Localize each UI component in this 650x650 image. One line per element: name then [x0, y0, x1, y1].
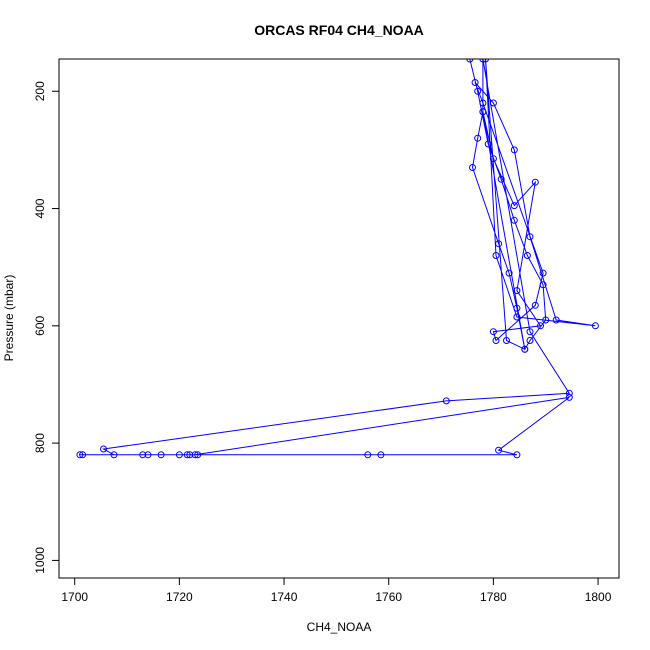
- y-axis-label: Pressure (mbar): [2, 275, 16, 362]
- data-point: [183, 451, 191, 459]
- data-point: [521, 345, 529, 353]
- data-point: [565, 393, 573, 401]
- y-axis: 200 400 600 800 1000: [33, 81, 60, 574]
- data-point: [526, 337, 534, 344]
- y-tick-label: 800: [33, 433, 47, 453]
- data-point: [495, 240, 503, 248]
- chart-title: ORCAS RF04 CH4_NOAA: [254, 22, 424, 38]
- data-point: [76, 451, 84, 459]
- y-tick-label: 400: [33, 198, 47, 218]
- data-point: [489, 99, 497, 107]
- data-point: [505, 269, 513, 277]
- data-point: [175, 451, 183, 459]
- data-point: [539, 281, 547, 289]
- data-point: [565, 389, 573, 397]
- x-tick-label: 1740: [271, 590, 298, 604]
- data-point: [510, 202, 518, 210]
- data-point: [489, 155, 497, 163]
- data-point: [531, 301, 539, 309]
- data-point: [139, 451, 147, 459]
- x-axis-label: CH4_NOAA: [307, 620, 372, 634]
- data-point: [510, 216, 518, 224]
- data-point: [79, 451, 87, 459]
- data-point: [492, 252, 500, 259]
- data-point: [157, 451, 165, 459]
- data-point: [526, 328, 534, 336]
- data-point: [364, 451, 372, 459]
- data-point: [510, 146, 518, 154]
- data-point: [479, 59, 487, 63]
- x-tick-label: 1780: [480, 590, 507, 604]
- x-axis: 1700 1720 1740 1760 1780 1800: [61, 577, 612, 604]
- data-point: [466, 59, 474, 63]
- data-point: [479, 108, 487, 116]
- data-point: [537, 322, 544, 330]
- data-point: [503, 337, 510, 344]
- y-tick-label: 600: [33, 315, 47, 335]
- data-point: [513, 287, 521, 295]
- x-tick-label: 1700: [61, 590, 88, 604]
- data-point: [513, 304, 521, 312]
- data-point: [495, 446, 503, 454]
- data-point: [479, 99, 487, 107]
- data-point: [474, 87, 482, 95]
- y-tick-label: 200: [33, 81, 47, 101]
- data-point: [469, 164, 476, 171]
- x-tick-label: 1760: [375, 590, 402, 604]
- data-point: [513, 451, 521, 459]
- data-point: [144, 451, 152, 459]
- data-point: [552, 316, 560, 324]
- data-point: [513, 313, 521, 321]
- data-point: [489, 328, 497, 336]
- data-point: [492, 337, 500, 344]
- data-point: [526, 233, 534, 241]
- data-point: [539, 269, 547, 277]
- y-tick-label: 1000: [33, 547, 47, 574]
- data-point: [474, 134, 482, 142]
- data-series: [76, 59, 599, 459]
- data-point: [194, 451, 202, 459]
- data-point: [442, 397, 450, 405]
- x-tick-label: 1720: [166, 590, 193, 604]
- data-point: [542, 316, 550, 324]
- series-line: [79, 59, 596, 456]
- data-point: [484, 140, 492, 148]
- data-point: [531, 178, 539, 186]
- data-point: [191, 451, 199, 459]
- x-tick-label: 1800: [585, 590, 612, 604]
- data-point: [100, 445, 107, 453]
- data-point: [471, 79, 479, 86]
- data-point: [377, 451, 385, 459]
- plot-frame: [58, 58, 620, 579]
- data-point: [482, 59, 489, 63]
- data-point: [186, 451, 194, 459]
- data-point: [497, 175, 505, 183]
- data-point: [523, 252, 531, 259]
- data-point: [110, 451, 118, 459]
- data-point: [591, 322, 599, 330]
